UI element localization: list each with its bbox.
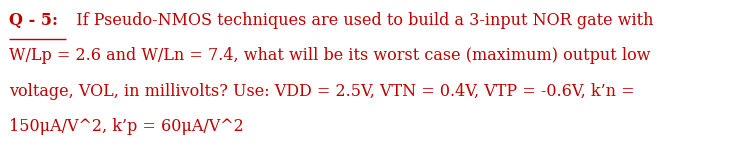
Text: 150μA/V^2, k’p = 60μA/V^2: 150μA/V^2, k’p = 60μA/V^2 [10,119,244,135]
Text: If Pseudo-NMOS techniques are used to build a 3-input NOR gate with: If Pseudo-NMOS techniques are used to bu… [66,12,654,29]
Text: W/Lp = 2.6 and W/Ln = 7.4, what will be its worst case (maximum) output low: W/Lp = 2.6 and W/Ln = 7.4, what will be … [10,47,651,64]
Text: Q - 5:: Q - 5: [10,12,59,29]
Text: voltage, VOL, in millivolts? Use: VDD = 2.5V, VTN = 0.4V, VTP = -0.6V, k’n =: voltage, VOL, in millivolts? Use: VDD = … [10,83,635,100]
